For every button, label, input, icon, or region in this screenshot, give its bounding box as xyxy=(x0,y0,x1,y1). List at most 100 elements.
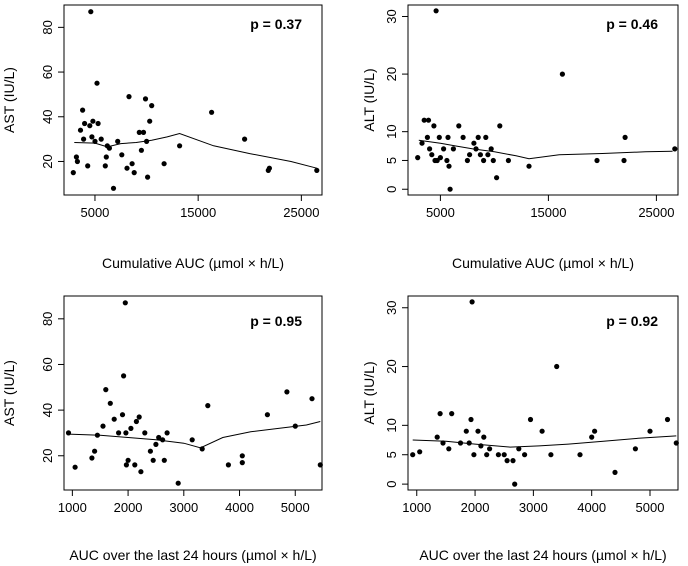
data-point xyxy=(490,157,496,164)
y-tick-label: 20 xyxy=(40,154,55,168)
data-point xyxy=(505,157,511,164)
data-point xyxy=(672,146,678,152)
panel-ast-last24h: 1000 2000 3000 4000 5000 20 40 60 80 p = 0.95 A… xyxy=(1,295,323,563)
data-point xyxy=(437,155,443,161)
x-axis-title: Cumulative AUC (µmol × h/L) xyxy=(452,255,634,271)
data-point xyxy=(189,437,195,443)
data-point xyxy=(577,452,583,458)
data-point xyxy=(425,117,432,123)
y-tick-label: 20 xyxy=(384,359,399,373)
x-tick-label: 4000 xyxy=(225,500,254,515)
data-point xyxy=(510,458,516,464)
y-tick-label: 60 xyxy=(40,357,55,371)
data-point xyxy=(481,157,487,164)
data-point xyxy=(469,299,475,305)
data-point xyxy=(264,412,270,418)
x-axis-title: Cumulative AUC (µmol × h/L) xyxy=(102,255,284,271)
y-axis-title: AST (IU/L) xyxy=(1,67,17,133)
data-point xyxy=(150,457,156,463)
data-point xyxy=(433,8,439,14)
data-point xyxy=(410,452,416,458)
data-point xyxy=(138,469,144,475)
data-point xyxy=(464,157,470,164)
data-point xyxy=(92,448,98,454)
y-tick-label: 40 xyxy=(40,110,55,124)
data-points xyxy=(70,9,320,191)
data-point xyxy=(504,458,510,464)
y-axis: 0 5 10 20 30 xyxy=(384,9,408,193)
panel-ast-cumulative: 5000 15000 25000 20 40 60 80 p = 0.37 Cumulat… xyxy=(1,4,323,271)
data-point xyxy=(548,452,554,458)
data-point xyxy=(102,163,108,169)
trend-line xyxy=(74,132,317,169)
plot-frame xyxy=(407,295,679,491)
data-point xyxy=(133,418,139,425)
y-tick-label: 80 xyxy=(40,312,55,326)
x-axis: 1000 2000 3000 4000 5000 xyxy=(58,490,310,515)
data-point xyxy=(65,430,72,436)
data-point xyxy=(123,430,129,436)
data-point xyxy=(153,441,159,447)
data-point xyxy=(485,152,491,158)
data-point xyxy=(115,138,121,144)
data-point xyxy=(477,152,483,158)
data-point xyxy=(136,129,142,135)
data-point xyxy=(72,464,78,470)
x-axis-title: AUC over the last 24 hours (µmol × h/L) xyxy=(69,547,316,563)
data-point xyxy=(111,416,117,422)
data-point xyxy=(136,414,142,420)
data-point xyxy=(673,440,679,446)
y-tick-label: 30 xyxy=(384,9,399,23)
y-tick-label: 60 xyxy=(40,65,55,79)
x-tick-label: 4000 xyxy=(577,500,606,515)
data-point xyxy=(123,462,129,468)
x-tick-label: 5000 xyxy=(426,205,455,220)
y-tick-label: 20 xyxy=(384,67,399,81)
data-point xyxy=(110,185,117,191)
y-axis: 20 40 60 80 xyxy=(40,20,64,169)
data-point xyxy=(446,163,452,169)
data-point xyxy=(468,416,474,423)
data-point xyxy=(487,446,493,452)
x-tick-label: 5000 xyxy=(80,205,109,220)
data-point xyxy=(284,389,290,395)
y-axis: 0 5 10 20 30 xyxy=(384,301,408,488)
data-point xyxy=(427,146,433,152)
data-point xyxy=(419,140,425,146)
data-point xyxy=(417,449,423,455)
data-point xyxy=(73,154,79,160)
data-point xyxy=(592,428,598,434)
data-point xyxy=(225,462,231,468)
y-axis-title: AST (IU/L) xyxy=(1,360,17,426)
p-value-annotation: p = 0.46 xyxy=(606,16,658,32)
y-axis-title: ALT (IU/L) xyxy=(361,68,377,131)
x-axis: 5000 15000 25000 xyxy=(80,195,319,220)
data-point xyxy=(445,134,451,140)
plot-frame xyxy=(407,4,679,196)
p-value-annotation: p = 0.95 xyxy=(250,313,302,329)
data-point xyxy=(456,123,462,129)
p-value-annotation: p = 0.92 xyxy=(606,313,658,329)
data-point xyxy=(242,136,248,142)
data-point xyxy=(147,448,153,454)
data-point xyxy=(138,147,144,153)
data-point xyxy=(132,462,138,468)
trend-line xyxy=(412,435,677,448)
data-point xyxy=(441,146,447,152)
data-point xyxy=(70,170,76,176)
y-tick-label: 10 xyxy=(384,124,399,138)
data-point xyxy=(87,123,93,129)
data-point xyxy=(116,430,122,436)
data-point xyxy=(98,136,104,142)
data-point xyxy=(526,163,532,169)
data-point xyxy=(589,434,595,440)
data-point xyxy=(149,103,155,109)
data-point xyxy=(88,9,94,15)
data-point xyxy=(107,400,113,406)
data-point xyxy=(512,481,518,487)
data-points xyxy=(65,300,323,486)
data-point xyxy=(522,452,528,458)
data-point xyxy=(82,120,88,127)
data-point xyxy=(450,146,456,152)
y-axis-title: ALT (IU/L) xyxy=(361,361,377,424)
